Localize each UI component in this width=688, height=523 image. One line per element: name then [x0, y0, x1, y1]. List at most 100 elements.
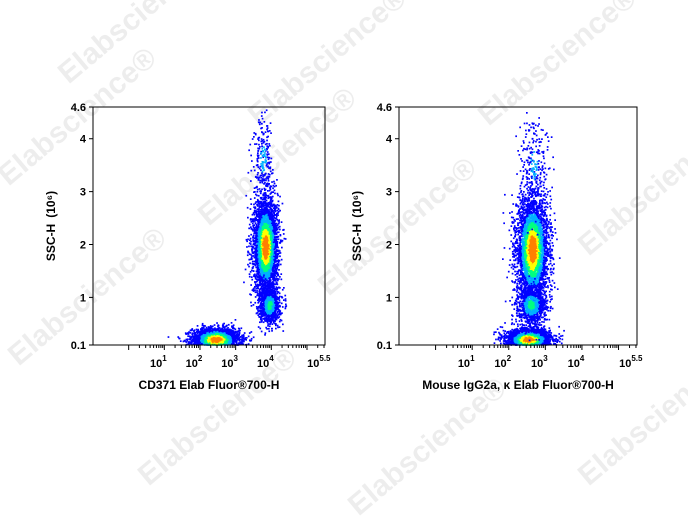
- event-dot: [269, 276, 272, 278]
- event-dot: [201, 324, 204, 327]
- event-dot: [254, 277, 257, 280]
- event-dot: [264, 276, 266, 279]
- event-dot: [240, 327, 243, 330]
- event-dot: [252, 265, 255, 268]
- event-dot: [272, 239, 274, 242]
- event-dot: [270, 204, 273, 206]
- event-dot: [209, 325, 212, 327]
- event-dot: [220, 340, 223, 343]
- event-dot: [252, 226, 255, 229]
- event-dot: [242, 343, 245, 346]
- event-dot: [194, 333, 197, 335]
- event-dot: [227, 334, 229, 336]
- event-dot: [249, 237, 252, 240]
- event-dot: [250, 253, 252, 256]
- event-dot: [249, 271, 252, 273]
- event-dot: [271, 330, 273, 332]
- event-dot: [185, 338, 188, 341]
- event-dot: [276, 265, 279, 267]
- event-dot: [230, 329, 232, 331]
- event-dot: [200, 339, 203, 342]
- event-dot: [258, 247, 260, 249]
- event-dot: [191, 339, 193, 342]
- event-dot: [274, 264, 276, 266]
- event-dot: [257, 260, 259, 263]
- event-dot: [259, 226, 262, 229]
- event-dot: [230, 338, 233, 341]
- event-dot: [207, 341, 210, 344]
- event-dot: [250, 339, 253, 342]
- event-dot: [203, 334, 205, 336]
- event-dot: [201, 341, 203, 344]
- event-dot: [263, 272, 266, 275]
- event-dot: [252, 336, 255, 339]
- event-dot: [232, 326, 234, 328]
- event-dot: [261, 220, 263, 222]
- event-dot: [211, 340, 213, 342]
- event-dot: [233, 335, 235, 338]
- event-dot: [202, 339, 205, 341]
- event-dot: [256, 278, 258, 281]
- event-dot: [201, 340, 204, 343]
- event-dot: [238, 332, 241, 335]
- event-dot: [275, 278, 277, 280]
- event-dot: [238, 338, 241, 341]
- event-dot: [189, 336, 192, 339]
- event-dot: [191, 338, 194, 341]
- event-dot: [216, 339, 218, 342]
- event-dot: [273, 219, 275, 222]
- event-dot: [254, 273, 256, 276]
- event-dot: [203, 329, 206, 332]
- event-dot: [257, 309, 259, 312]
- event-dot: [255, 201, 257, 203]
- event-dot: [195, 328, 198, 331]
- event-dot: [251, 220, 254, 223]
- event-dot: [260, 263, 263, 265]
- event-dot: [207, 332, 210, 335]
- event-dot: [222, 323, 224, 326]
- event-dot: [265, 234, 267, 236]
- event-dot: [248, 227, 250, 230]
- event-dot: [249, 339, 251, 342]
- event-dot: [262, 198, 265, 201]
- event-dot: [265, 214, 267, 217]
- event-dot: [256, 194, 258, 197]
- event-dot: [221, 327, 223, 330]
- event-dot: [214, 340, 216, 343]
- event-dot: [258, 270, 261, 272]
- event-dot: [223, 327, 226, 329]
- event-dot: [204, 340, 207, 343]
- event-dot: [201, 322, 204, 325]
- event-dot: [205, 337, 208, 339]
- event-dot: [258, 211, 260, 213]
- event-dot: [209, 330, 211, 332]
- event-dot: [223, 332, 226, 334]
- event-dot: [228, 329, 231, 332]
- event-dot: [242, 338, 245, 340]
- event-dot: [275, 214, 278, 216]
- event-dot: [186, 338, 189, 341]
- event-dot: [277, 231, 280, 234]
- event-dot: [204, 331, 206, 333]
- event-dot: [211, 327, 213, 330]
- event-dot: [276, 271, 279, 274]
- event-dot: [272, 235, 275, 237]
- event-dot: [195, 340, 197, 342]
- event-dot: [227, 333, 230, 335]
- event-dot: [270, 211, 273, 214]
- event-dot: [204, 335, 207, 337]
- event-dot: [218, 337, 221, 339]
- event-dot: [267, 190, 269, 192]
- event-dot: [272, 233, 275, 236]
- event-dot: [225, 332, 228, 335]
- event-dot: [215, 334, 218, 336]
- event-dot: [216, 333, 218, 336]
- event-dot: [222, 326, 225, 329]
- event-dot: [272, 279, 275, 282]
- event-dot: [278, 278, 280, 280]
- event-dot: [245, 238, 248, 241]
- event-dot: [234, 336, 237, 338]
- event-dot: [177, 336, 180, 338]
- event-dot: [258, 215, 261, 217]
